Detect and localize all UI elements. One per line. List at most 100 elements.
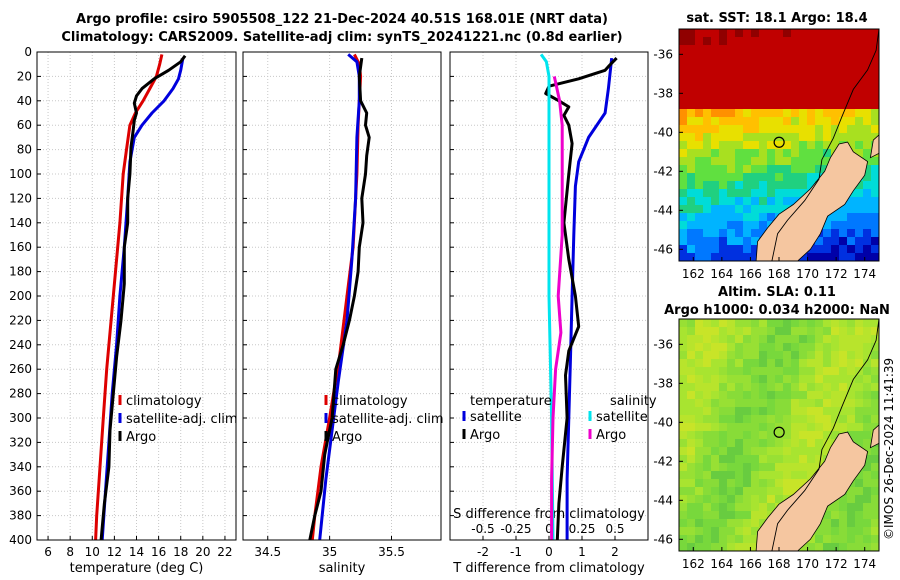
map-cell — [727, 431, 735, 439]
map-cell — [815, 335, 823, 343]
map-cell — [871, 77, 879, 85]
map-cell — [775, 37, 783, 45]
map-cell — [751, 351, 759, 359]
map-cell — [815, 439, 823, 447]
map-cell — [759, 165, 767, 173]
map-cell — [687, 495, 695, 503]
map-cell — [735, 45, 743, 53]
map-cell — [719, 101, 727, 109]
map-cell — [711, 149, 719, 157]
map-cell — [735, 359, 743, 367]
map-cell — [871, 447, 879, 455]
map-cell — [679, 479, 687, 487]
map-cell — [695, 519, 703, 527]
map-cell — [751, 181, 759, 189]
map-cell — [863, 431, 871, 439]
map-cell — [799, 125, 807, 133]
map-cell — [727, 125, 735, 133]
map-cell — [679, 109, 687, 117]
map-cell — [847, 327, 855, 335]
map-cell — [791, 109, 799, 117]
map-cell — [695, 359, 703, 367]
map-cell — [767, 319, 775, 327]
map-cell — [703, 367, 711, 375]
x-tick-label: 14 — [129, 545, 144, 559]
map-cell — [767, 45, 775, 53]
map-cell — [695, 189, 703, 197]
map-cell — [719, 327, 727, 335]
map-cell — [871, 383, 879, 391]
map-cell — [799, 85, 807, 93]
map-cell — [823, 399, 831, 407]
map-cell — [703, 319, 711, 327]
map-cell — [783, 343, 791, 351]
map-cell — [847, 527, 855, 535]
map-cell — [831, 45, 839, 53]
map-cell — [847, 253, 855, 261]
secondary-x-tick-label: -0.5 — [471, 522, 494, 536]
legend-label: Argo — [126, 430, 156, 445]
map-cell — [791, 343, 799, 351]
map-cell — [751, 133, 759, 141]
map-cell — [743, 165, 751, 173]
map-cell — [679, 423, 687, 431]
map-cell — [783, 399, 791, 407]
map-cell — [719, 495, 727, 503]
map-cell — [791, 157, 799, 165]
map-cell — [839, 93, 847, 101]
map-cell — [767, 335, 775, 343]
map-cell — [831, 367, 839, 375]
map-cell — [719, 125, 727, 133]
map-cell — [687, 165, 695, 173]
map-cell — [839, 37, 847, 45]
map-cell — [775, 327, 783, 335]
map-cell — [711, 197, 719, 205]
map-cell — [759, 157, 767, 165]
map-cell — [719, 245, 727, 253]
map-cell — [775, 61, 783, 69]
map-cell — [687, 351, 695, 359]
x-tick-label: 35.5 — [378, 545, 405, 559]
map-cell — [687, 327, 695, 335]
map-cell — [871, 53, 879, 61]
map-cell — [815, 527, 823, 535]
map-cell — [679, 335, 687, 343]
map-cell — [767, 197, 775, 205]
map-cell — [719, 181, 727, 189]
map-cell — [791, 487, 799, 495]
map-cell — [767, 439, 775, 447]
map-y-tick-label: -46 — [653, 532, 673, 546]
map-cell — [759, 101, 767, 109]
map-cell — [687, 375, 695, 383]
map-cell — [839, 253, 847, 261]
map-cell — [823, 335, 831, 343]
map-cell — [791, 367, 799, 375]
map-cell — [759, 93, 767, 101]
map-cell — [807, 149, 815, 157]
map-cell — [791, 181, 799, 189]
map-cell — [687, 245, 695, 253]
map-cell — [871, 423, 879, 431]
map-cell — [759, 495, 767, 503]
map-cell — [751, 85, 759, 93]
map-cell — [863, 101, 871, 109]
map-cell — [807, 423, 815, 431]
map-cell — [735, 407, 743, 415]
map-cell — [703, 125, 711, 133]
map-cell — [847, 117, 855, 125]
map-cell — [687, 53, 695, 61]
map-cell — [815, 383, 823, 391]
map-cell — [735, 527, 743, 535]
map-cell — [743, 229, 751, 237]
map-cell — [855, 253, 863, 261]
map-cell — [871, 181, 879, 189]
map-cell — [727, 511, 735, 519]
depth-contour — [771, 29, 879, 261]
map-cell — [759, 343, 767, 351]
map-cell — [719, 375, 727, 383]
map-cell — [783, 181, 791, 189]
map-cell — [695, 245, 703, 253]
map-cell — [791, 455, 799, 463]
map-cell — [703, 375, 711, 383]
map-cell — [823, 447, 831, 455]
